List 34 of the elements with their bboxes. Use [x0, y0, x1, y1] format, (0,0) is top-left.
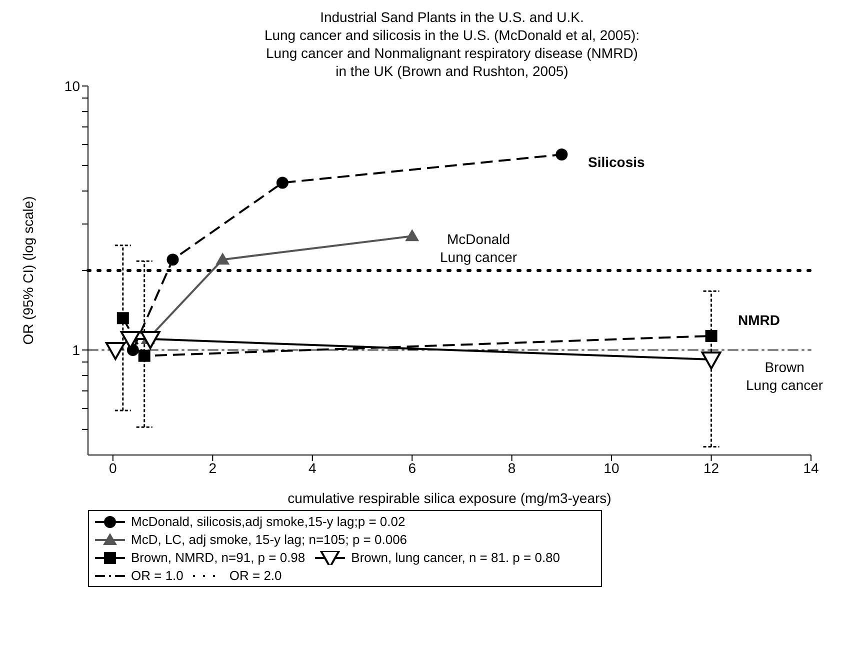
point	[166, 254, 179, 266]
legend-label: Brown, lung cancer, n = 81. p = 0.80	[351, 550, 560, 565]
chart-subtitle: Lung cancer and silicosis in the U.S. (McDonald et al, 2005): Lung cancer and Nonmalignant respiratory disease (NMRD) in the UK (Brown and Rushton, 2005)	[264, 27, 640, 79]
point	[116, 312, 129, 324]
chart-title: Industrial Sand Plants in the U.S. and U.K.	[319, 8, 585, 26]
x-tick-label: 10	[604, 460, 620, 476]
x-tick-label: 14	[803, 460, 819, 476]
point	[405, 229, 420, 242]
x-tick-label: 4	[308, 460, 316, 476]
legend-label: McDonald, silicosis,adj smoke,15-y lag;p = 0.02	[131, 514, 406, 529]
legend-label: OR = 1.0	[131, 568, 184, 583]
legend-label: McD, LC, adj smoke, 15-y lag; n=105; p = 0.006	[131, 532, 408, 547]
x-tick-label: 12	[703, 460, 720, 476]
annotation: Brown Lung cancer	[746, 358, 824, 394]
point	[138, 350, 150, 362]
point	[140, 331, 160, 350]
point	[216, 252, 230, 265]
annotation: McDonald Lung cancer	[440, 230, 518, 266]
point	[105, 342, 126, 360]
legend-label: OR = 2.0	[229, 568, 282, 583]
point	[701, 352, 722, 370]
annotation: Silicosis	[588, 153, 645, 171]
y-axis-title: OR (95% CI) (log scale)	[20, 196, 36, 345]
x-axis-title: cumulative respirable silica exposure (mg/m3-years)	[288, 490, 612, 506]
point	[276, 176, 288, 189]
point	[705, 330, 718, 342]
x-tick-label: 2	[208, 460, 217, 476]
annotation: NMRD	[738, 311, 780, 329]
legend-label: Brown, NMRD, n=91, p = 0.98	[131, 550, 306, 565]
x-tick-label: 0	[109, 460, 118, 476]
x-tick-label: 6	[408, 460, 416, 476]
point	[556, 148, 568, 161]
x-tick-label: 8	[508, 460, 516, 476]
y-tick-label: 1	[72, 342, 80, 358]
